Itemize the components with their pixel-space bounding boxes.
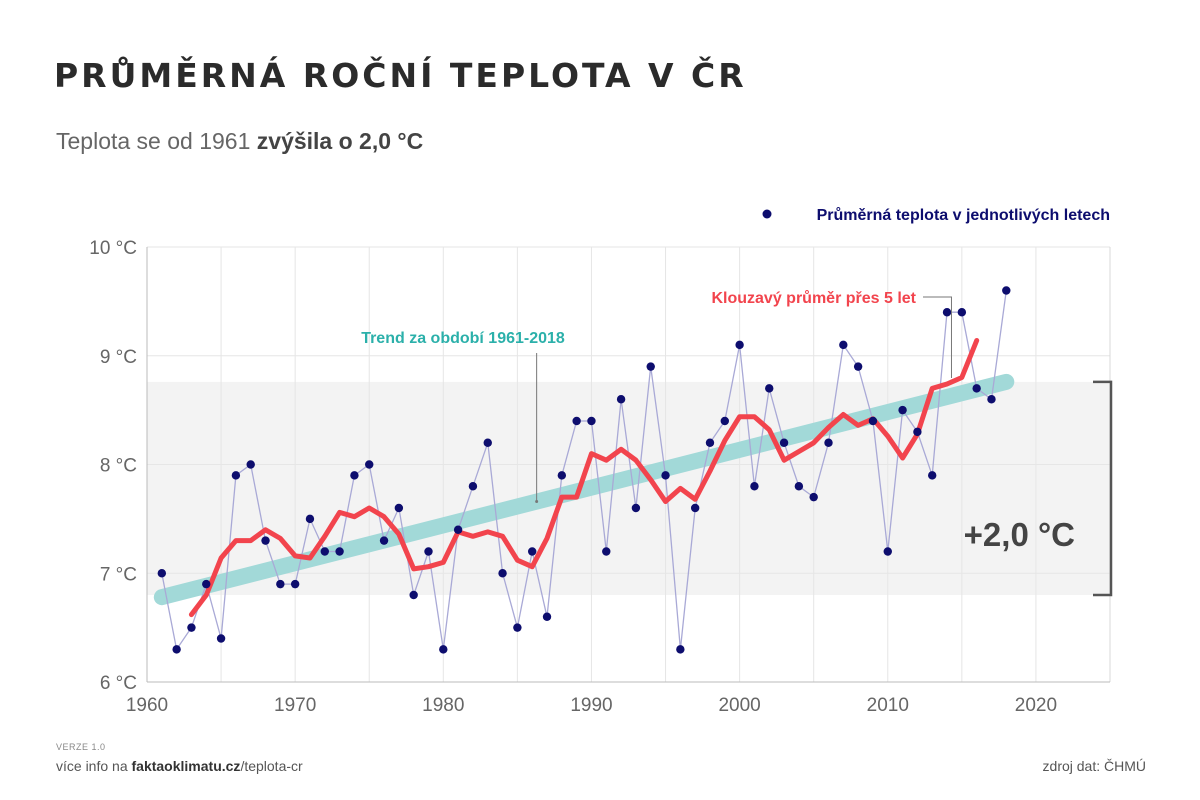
annual-point	[305, 514, 315, 524]
annual-point	[483, 438, 492, 447]
annual-point	[1002, 286, 1011, 295]
annual-point	[290, 579, 300, 589]
version-label: VERZE 1.0	[56, 742, 106, 752]
annual-point	[379, 536, 389, 545]
annual-point	[409, 590, 418, 600]
x-tick-label: 2010	[867, 695, 909, 716]
annual-point	[216, 634, 226, 643]
annual-point	[942, 308, 952, 317]
trend-leader-dot	[535, 499, 539, 503]
more-info-path: /teplota-cr	[240, 758, 303, 774]
increase-bracket	[1093, 380, 1113, 597]
annual-point	[661, 471, 670, 480]
subtitle-prefix: Teplota se od 1961	[56, 128, 251, 154]
more-info-prefix: více info na	[56, 758, 128, 774]
x-tick-label: 1990	[570, 695, 612, 716]
annual-point	[246, 460, 255, 469]
page-title: PRŮMĚRNÁ ROČNÍ TEPLOTA V ČR	[54, 56, 747, 95]
subtitle: Teplota se od 1961 zvýšila o 2,0 °C	[56, 128, 423, 155]
annual-point	[231, 471, 241, 480]
annual-point	[883, 547, 892, 556]
annual-point	[157, 569, 167, 578]
annual-point	[602, 547, 611, 556]
annual-point	[513, 623, 522, 632]
moving-average-leader	[923, 296, 952, 379]
annual-point	[765, 384, 774, 393]
annual-point	[350, 471, 359, 480]
annual-point	[557, 471, 567, 480]
moving-average-line	[188, 338, 980, 618]
x-tick-label: 1970	[274, 695, 316, 716]
more-info-link[interactable]: faktaoklimatu.cz/teplota-cr	[132, 758, 303, 774]
annual-connector-line	[161, 290, 1007, 652]
annual-point	[631, 503, 641, 513]
subtitle-highlight: zvýšila o 2,0 °C	[256, 128, 424, 154]
legend-dot	[762, 209, 772, 219]
annual-point	[498, 569, 507, 578]
y-tick-label: 9 °C	[100, 347, 137, 368]
annual-point	[853, 362, 863, 371]
y-tick-label: 7 °C	[100, 564, 137, 585]
annual-point	[646, 362, 655, 371]
more-info-site: faktaoklimatu.cz	[131, 758, 241, 774]
annual-point	[839, 340, 848, 350]
annual-point	[453, 525, 463, 534]
annual-point	[735, 340, 744, 350]
y-tick-label: 10 °C	[89, 238, 137, 259]
annual-point	[187, 623, 196, 632]
annual-point	[928, 471, 937, 480]
annual-point	[972, 384, 981, 393]
y-tick-label: 6 °C	[100, 673, 137, 694]
annual-point	[365, 460, 374, 469]
annual-point	[779, 438, 789, 447]
x-tick-label: 1980	[422, 695, 464, 716]
annual-point	[424, 547, 433, 556]
annual-point	[439, 645, 448, 654]
annual-point	[335, 547, 344, 556]
annual-point	[913, 427, 922, 437]
annual-point	[720, 416, 729, 426]
x-tick-label: 1960	[126, 695, 168, 716]
annual-point	[957, 308, 967, 317]
annual-point	[394, 503, 404, 513]
annual-point	[587, 416, 596, 426]
trend-label: Trend za období 1961-2018	[361, 330, 565, 347]
annual-point	[542, 612, 552, 621]
more-info: více info na faktaoklimatu.cz/teplota-cr	[56, 758, 303, 774]
annual-point	[898, 405, 907, 415]
annual-point	[824, 438, 833, 447]
annual-point	[676, 645, 685, 654]
annual-point	[468, 482, 478, 491]
x-tick-label: 2020	[1015, 695, 1057, 716]
data-source: zdroj dat: ČHMÚ	[1042, 758, 1146, 774]
annual-point	[202, 579, 211, 589]
annual-point	[705, 438, 715, 447]
trend-line	[153, 373, 1015, 606]
increase-label: +2,0 °C	[964, 516, 1075, 553]
annual-point	[320, 547, 329, 556]
annual-point	[276, 579, 285, 589]
annual-point	[690, 503, 700, 513]
annual-point	[750, 482, 759, 491]
annual-point	[528, 547, 537, 556]
legend-annual-label: Průměrná teplota v jednotlivých letech	[817, 207, 1110, 224]
y-tick-label: 8 °C	[100, 456, 137, 477]
annual-point	[794, 482, 804, 491]
annual-point	[261, 536, 270, 545]
x-tick-label: 2000	[718, 695, 760, 716]
annual-point	[987, 395, 996, 404]
annual-point	[616, 395, 626, 404]
annual-point	[809, 492, 818, 502]
annual-point	[868, 416, 878, 426]
annual-point	[172, 645, 181, 654]
moving-average-label: Klouzavý průměr přes 5 let	[711, 290, 916, 307]
annual-point	[572, 416, 581, 426]
